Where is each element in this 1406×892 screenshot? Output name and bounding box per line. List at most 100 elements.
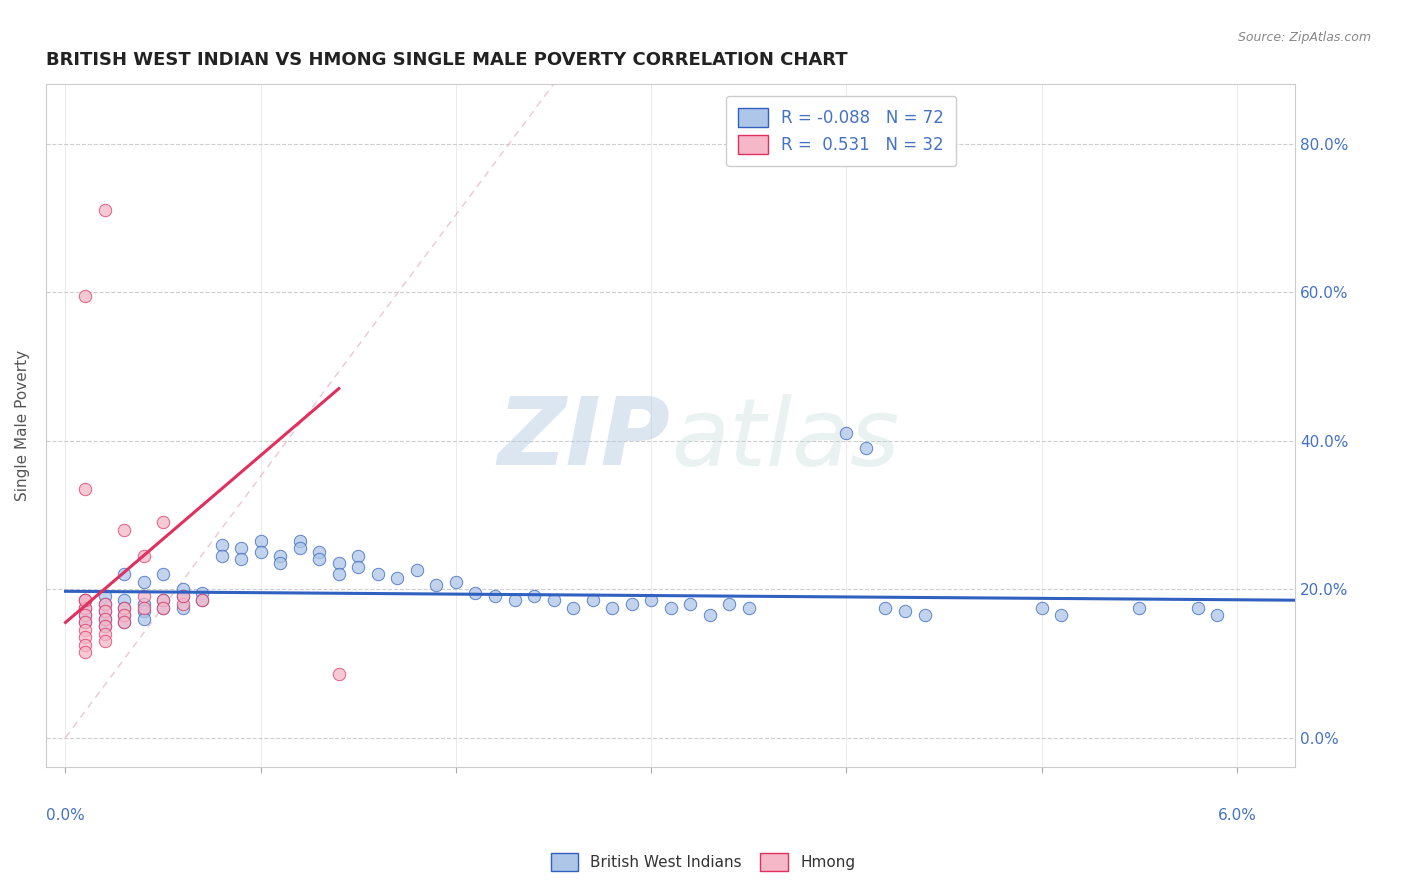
Point [249,545,271,559]
Point [93,590,115,604]
Point [914,608,936,623]
Point [191,593,214,607]
Point [93,203,115,218]
Point [718,597,741,611]
Point [73,482,96,496]
Point [93,612,115,626]
Point [112,523,135,537]
Point [152,593,174,607]
Point [112,600,135,615]
Point [387,571,409,585]
Text: BRITISH WEST INDIAN VS HMONG SINGLE MALE POVERTY CORRELATION CHART: BRITISH WEST INDIAN VS HMONG SINGLE MALE… [46,51,848,69]
Point [73,600,96,615]
Text: Source: ZipAtlas.com: Source: ZipAtlas.com [1237,31,1371,45]
Point [1206,608,1229,623]
Point [543,593,565,607]
Point [503,593,526,607]
Point [73,593,96,607]
Point [112,608,135,623]
Point [172,590,194,604]
Point [93,597,115,611]
Point [425,578,447,592]
Point [93,634,115,648]
Point [328,667,350,681]
Point [211,537,233,551]
Point [269,556,291,570]
Point [1128,600,1150,615]
Point [93,597,115,611]
Point [288,533,311,548]
Point [406,564,429,578]
Point [152,567,174,582]
Point [231,552,253,566]
Text: 6.0%: 6.0% [1218,808,1257,823]
Point [659,600,682,615]
Point [562,600,585,615]
Point [269,549,291,563]
Point [73,289,96,303]
Legend: R = -0.088   N = 72, R =  0.531   N = 32: R = -0.088 N = 72, R = 0.531 N = 32 [727,95,956,166]
Point [1050,608,1073,623]
Point [73,623,96,637]
Point [699,608,721,623]
Point [112,615,135,630]
Point [367,567,389,582]
Point [679,597,702,611]
Point [73,593,96,607]
Point [1031,600,1053,615]
Point [152,600,174,615]
Point [738,600,761,615]
Point [464,586,486,600]
Point [484,590,506,604]
Point [152,515,174,529]
Point [328,556,350,570]
Point [328,567,350,582]
Point [875,600,897,615]
Point [132,604,155,618]
Point [308,545,330,559]
Point [73,638,96,652]
Point [93,626,115,640]
Point [93,619,115,633]
Point [620,597,643,611]
Point [112,615,135,630]
Point [152,600,174,615]
Point [523,590,546,604]
Point [835,426,858,441]
Point [132,600,155,615]
Text: 0.0%: 0.0% [46,808,84,823]
Point [93,604,115,618]
Point [855,441,877,455]
Point [93,604,115,618]
Point [73,615,96,630]
Point [93,612,115,626]
Point [1187,600,1209,615]
Point [249,533,271,548]
Point [172,597,194,611]
Point [93,619,115,633]
Point [288,541,311,556]
Point [172,600,194,615]
Point [152,593,174,607]
Text: ZIP: ZIP [498,393,671,485]
Point [347,559,370,574]
Point [112,600,135,615]
Point [444,574,467,589]
Point [112,593,135,607]
Point [308,552,330,566]
Point [600,600,623,615]
Point [132,590,155,604]
Point [112,608,135,623]
Point [172,582,194,596]
Point [73,630,96,644]
Legend: British West Indians, Hmong: British West Indians, Hmong [541,844,865,880]
Point [73,615,96,630]
Point [211,549,233,563]
Point [191,586,214,600]
Text: atlas: atlas [671,394,898,485]
Point [132,597,155,611]
Point [112,567,135,582]
Point [132,612,155,626]
Point [640,593,662,607]
Point [73,645,96,659]
